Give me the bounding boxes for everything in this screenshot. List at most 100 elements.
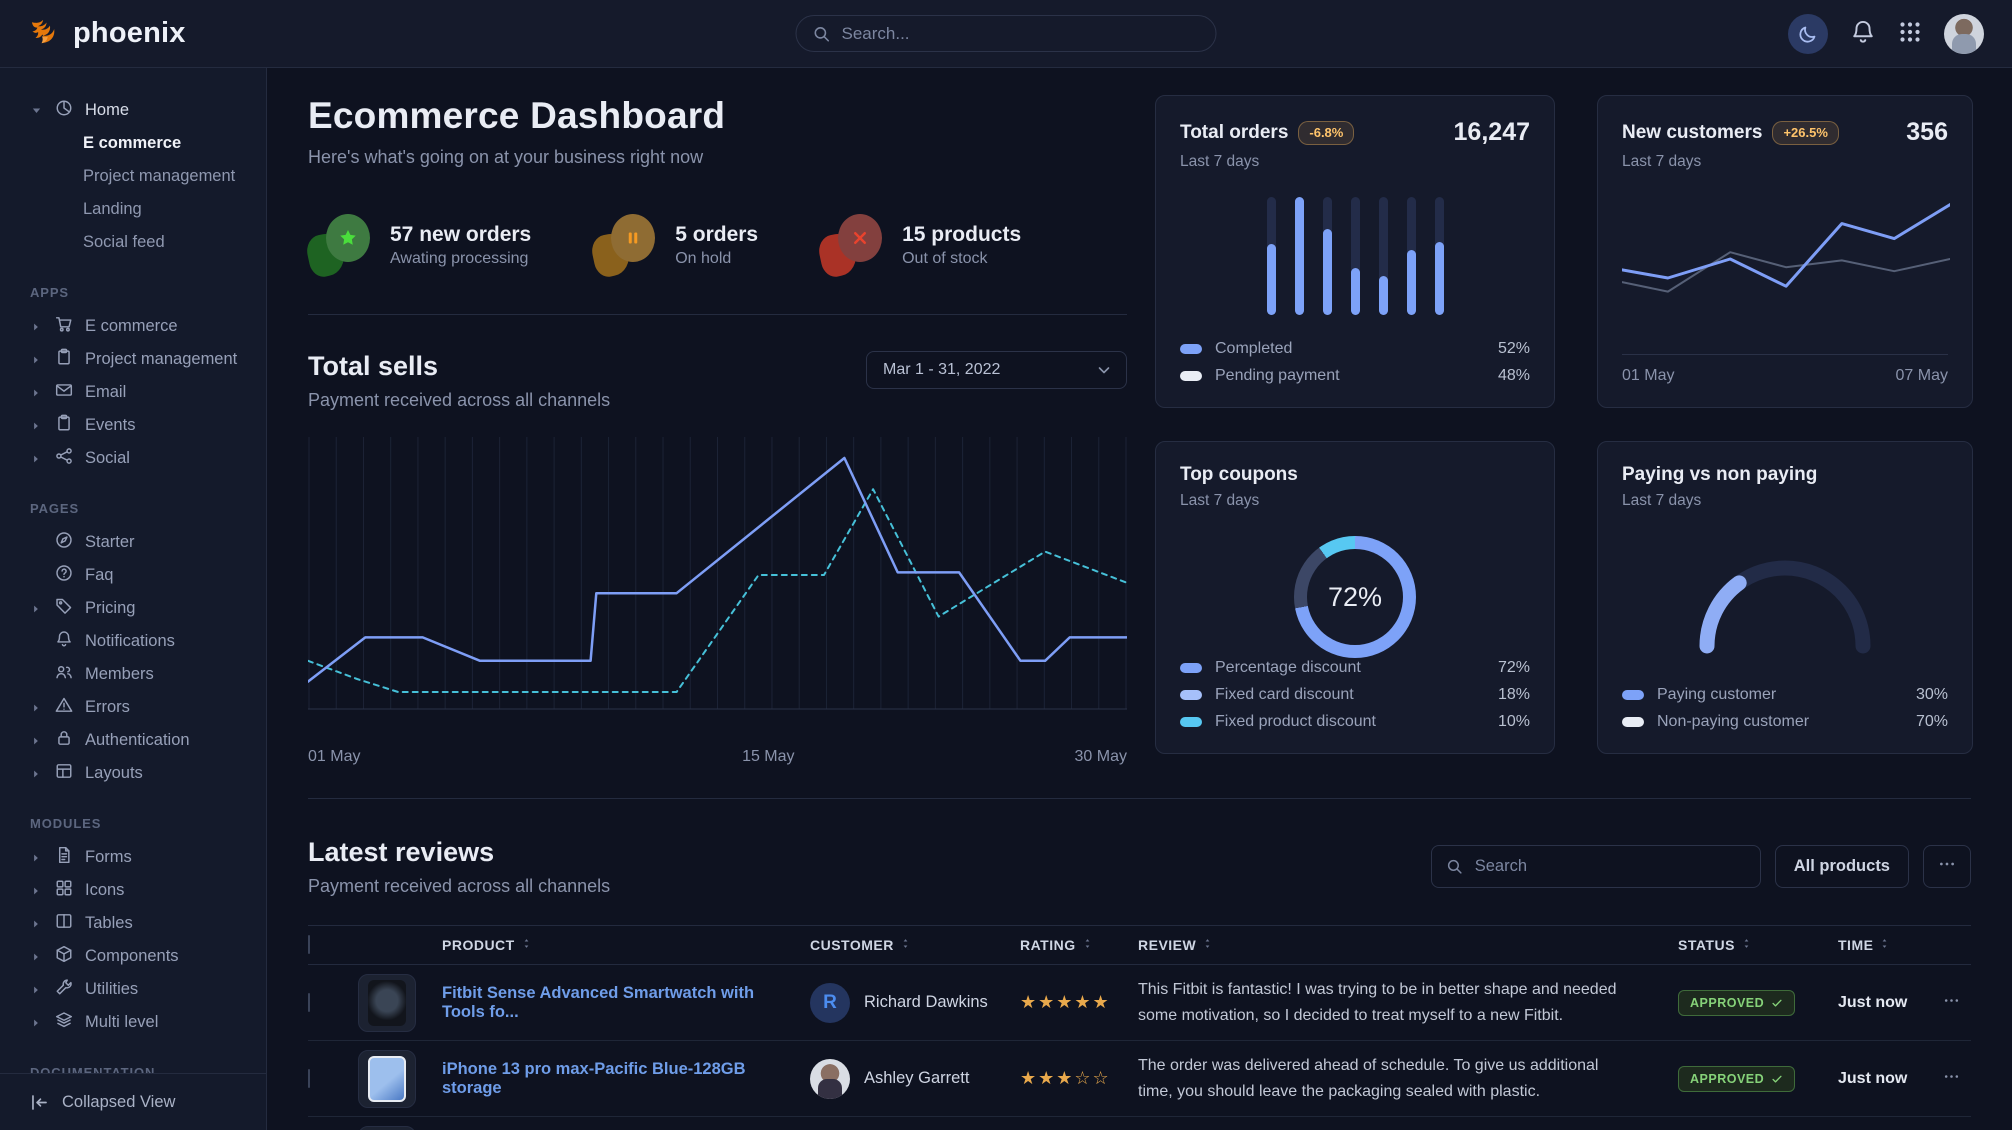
sidebar-item-label: Faq [85, 566, 114, 584]
stat-art [304, 214, 372, 280]
legend-row: Percentage discount 72% [1180, 654, 1530, 681]
collapse-sidebar-button[interactable]: Collapsed View [0, 1073, 266, 1130]
paying-gauge-chart [1699, 560, 1871, 654]
file-icon [55, 846, 73, 864]
bar-track [1322, 197, 1332, 315]
sort-icon [1201, 937, 1214, 953]
reviews-table: PRODUCT CUSTOMER RATING REVIEW STATUS TIME Fi… [308, 925, 1971, 1130]
sidebar-subitem-e-commerce[interactable]: E commerce [83, 134, 182, 152]
product-link[interactable]: iPhone 13 pro max-Pacific Blue-128GB sto… [442, 1059, 746, 1097]
x-label: 15 May [742, 748, 795, 765]
column-header-review[interactable]: REVIEW [1138, 937, 1678, 953]
bar-track [1350, 197, 1360, 315]
sidebar-item-utilities[interactable]: Utilities [0, 973, 266, 1006]
review-text: The order was delivered ahead of schedul… [1138, 1056, 1599, 1100]
column-header-rating[interactable]: RATING [1020, 937, 1138, 953]
card-title: Paying vs non paying [1622, 464, 1818, 485]
bar-fill [1266, 244, 1276, 315]
column-header-customer[interactable]: CUSTOMER [810, 937, 1020, 953]
legend-label: Non-paying customer [1657, 712, 1810, 730]
reviews-search-input[interactable] [1474, 857, 1746, 876]
global-search[interactable] [795, 15, 1217, 52]
row-more-button[interactable] [1943, 992, 1960, 1012]
theme-toggle-button[interactable] [1788, 13, 1828, 54]
card-period: Last 7 days [1180, 492, 1260, 509]
brand[interactable]: phoenix [28, 17, 186, 51]
row-checkbox[interactable] [308, 992, 310, 1012]
sidebar-item-tables[interactable]: Tables [0, 907, 266, 940]
notifications-button[interactable] [1850, 19, 1876, 48]
sidebar-item-components[interactable]: Components [0, 940, 266, 973]
sidebar-item-social[interactable]: Social [0, 442, 266, 475]
page-title: Ecommerce Dashboard [308, 95, 726, 136]
sidebar-subitem-project-management[interactable]: Project management [83, 167, 236, 185]
select-all-checkbox[interactable] [308, 935, 310, 954]
sidebar-item-label: Errors [85, 698, 130, 716]
caret-right-icon [30, 768, 43, 780]
sidebar-section-label: APPS [30, 285, 70, 300]
stat-headline: 15 products [902, 222, 1022, 246]
compass-icon [55, 531, 73, 549]
bar-fill [1406, 250, 1416, 315]
legend-swatch [1180, 716, 1202, 727]
caret-right-icon [30, 1017, 43, 1029]
product-thumbnail [358, 1049, 416, 1108]
column-label: STATUS [1678, 937, 1735, 953]
legend-label: Fixed product discount [1215, 712, 1376, 730]
global-search-input[interactable] [841, 23, 1200, 44]
chevron-down-icon [1096, 362, 1112, 378]
legend-swatch [1180, 343, 1202, 354]
sidebar-item-members[interactable]: Members [0, 658, 266, 691]
sidebar-item-label: Pricing [85, 599, 136, 617]
sidebar-item-e-commerce[interactable]: E commerce [0, 310, 266, 343]
sidebar-item-email[interactable]: Email [0, 376, 266, 409]
date-range-select[interactable]: Mar 1 - 31, 2022 [866, 351, 1127, 389]
sidebar-item-icons[interactable]: Icons [0, 874, 266, 907]
reviews-more-button[interactable] [1923, 845, 1971, 888]
sidebar-item-project-management[interactable]: Project management [0, 343, 266, 376]
bar-track [1266, 197, 1276, 315]
stat-art [816, 214, 884, 280]
sidebar-item-notifications[interactable]: Notifications [0, 625, 266, 658]
sidebar-item-label: Home [85, 101, 130, 119]
sidebar-item-events[interactable]: Events [0, 409, 266, 442]
orders-legend: Completed 52% Pending payment 48% [1180, 335, 1530, 389]
sidebar-item-starter[interactable]: Starter [0, 526, 266, 559]
sidebar-item-errors[interactable]: Errors [0, 691, 266, 724]
row-more-button[interactable] [1943, 1068, 1960, 1088]
sidebar-item-multi-level[interactable]: Multi level [0, 1006, 266, 1039]
sidebar-item-authentication[interactable]: Authentication [0, 724, 266, 757]
user-avatar[interactable] [1944, 13, 1984, 54]
row-checkbox[interactable] [308, 1068, 310, 1088]
sidebar-item-pricing[interactable]: Pricing [0, 592, 266, 625]
new-customers-x-axis: 01 May 07 May [1622, 367, 1948, 385]
status-badge: APPROVED [1678, 989, 1796, 1016]
card-title: Total orders [1180, 121, 1289, 143]
sidebar-item-forms[interactable]: Forms [0, 841, 266, 874]
sidebar-subitem-social-feed[interactable]: Social feed [83, 233, 165, 251]
legend-row: Fixed product discount 10% [1180, 708, 1530, 735]
sidebar-item-home[interactable]: Home [0, 94, 266, 127]
header-checkbox-cell [308, 935, 358, 954]
reviews-search[interactable] [1430, 845, 1761, 888]
x-label: 07 May [1895, 367, 1948, 384]
card-period: Last 7 days [1622, 153, 1702, 170]
sidebar-subitem-landing[interactable]: Landing [83, 200, 142, 218]
legend-row: Non-paying customer 70% [1622, 708, 1948, 735]
column-header-product[interactable]: PRODUCT [442, 937, 810, 953]
sidebar-item-faq[interactable]: Faq [0, 559, 266, 592]
sidebar-item-layouts[interactable]: Layouts [0, 757, 266, 790]
column-header-status[interactable]: STATUS [1678, 937, 1838, 953]
column-header-time[interactable]: TIME [1838, 937, 1943, 953]
apps-grid-icon [1898, 20, 1922, 44]
bar-fill [1378, 276, 1388, 315]
apps-menu-button[interactable] [1898, 20, 1922, 47]
product-link[interactable]: Fitbit Sense Advanced Smartwatch with To… [442, 983, 755, 1021]
sidebar-item-label: Members [85, 665, 154, 683]
stat-sub: Out of stock [902, 249, 988, 267]
product-thumbnail [358, 973, 416, 1032]
legend-value: 18% [1497, 685, 1530, 703]
stat-0: 57 new orders Awating processing [304, 214, 531, 280]
stat-sub: Awating processing [390, 249, 529, 267]
all-products-button[interactable]: All products [1774, 845, 1909, 888]
